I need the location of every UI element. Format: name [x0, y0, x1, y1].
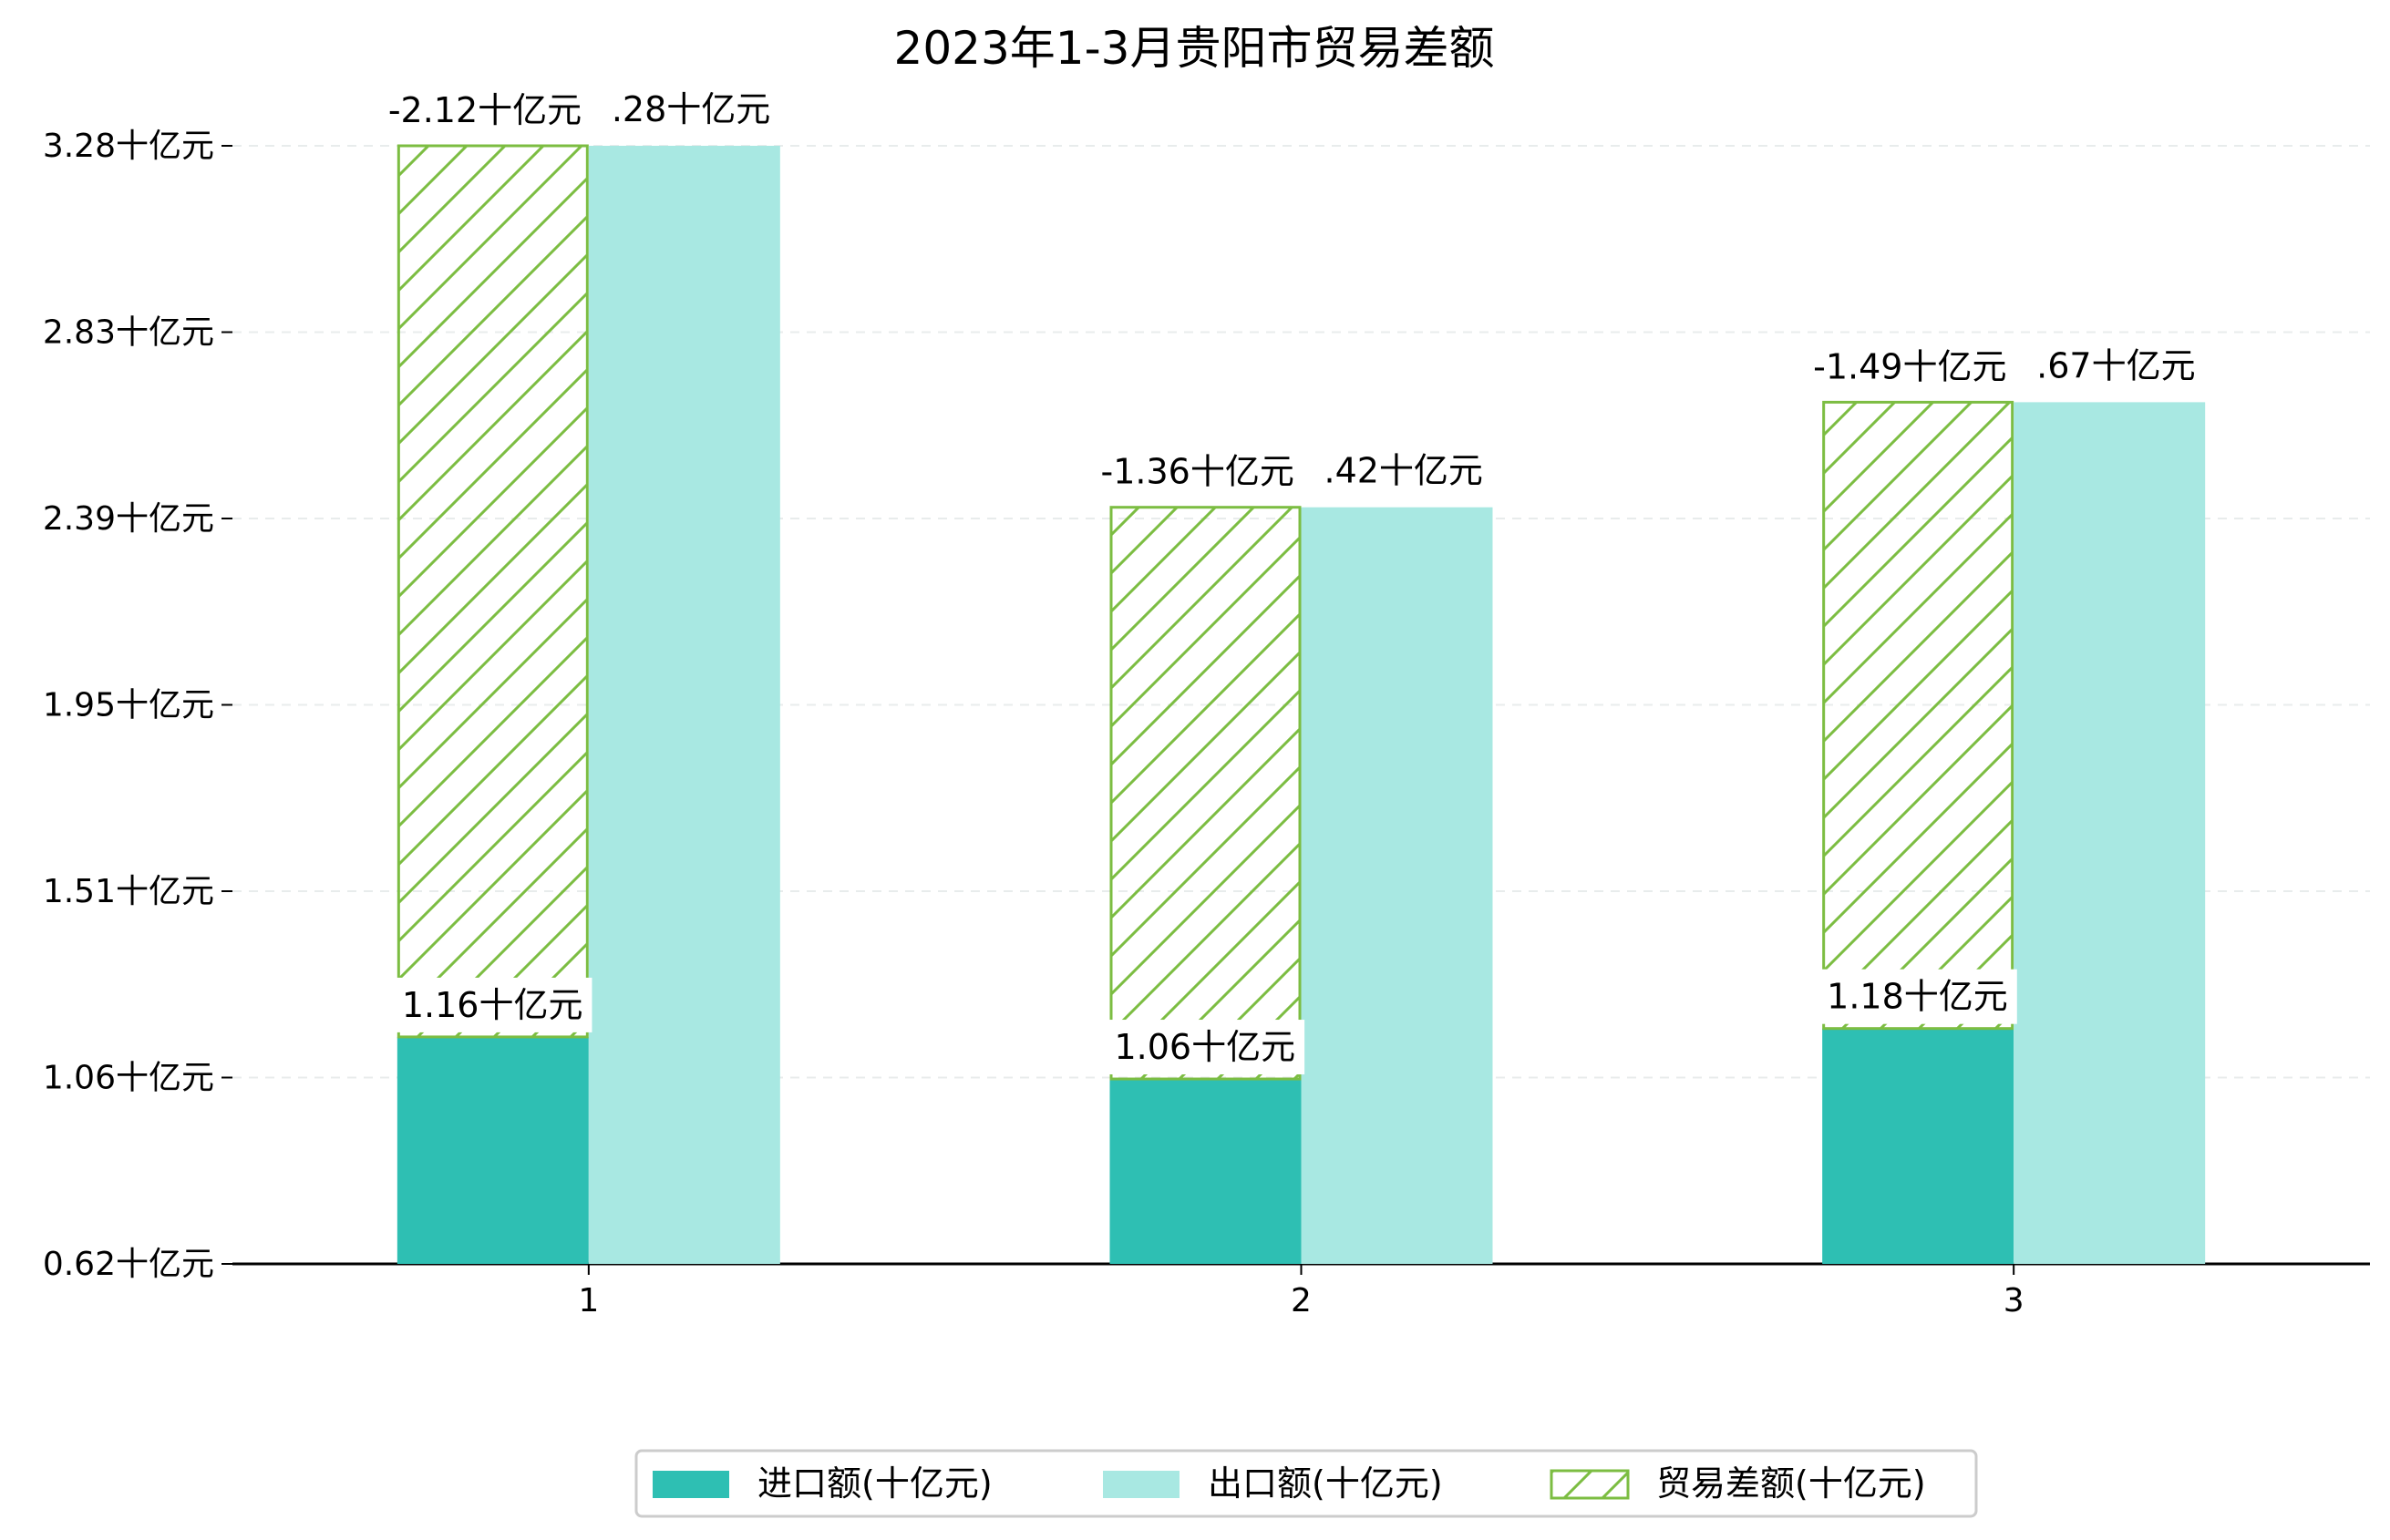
export-value-label: .28十亿元	[612, 89, 770, 129]
import-bar	[397, 1036, 589, 1264]
import-value-label-group: 1.06十亿元	[1105, 1020, 1305, 1075]
export-bar	[1301, 507, 1493, 1264]
trade-balance-bar	[397, 144, 589, 1039]
trade-balance-value-label-group: -2.12十亿元	[378, 83, 592, 138]
chart-title: 2023年1-3月贵阳市贸易差额	[894, 22, 1495, 75]
y-tick-label: 1.51十亿元	[43, 873, 214, 910]
y-tick-label: 2.83十亿元	[43, 314, 214, 352]
trade-balance-value-label-group: -1.36十亿元	[1091, 444, 1303, 499]
y-tick-label: 3.28十亿元	[43, 128, 214, 165]
export-value-label: .67十亿元	[2036, 345, 2195, 385]
import-value-label-background	[392, 977, 592, 1032]
legend: 进口额(十亿元) 出口额(十亿元) 贸易差额(十亿元)	[634, 1449, 1978, 1518]
import-value-label: 1.06十亿元	[1115, 1027, 1296, 1067]
y-tick-label: 0.62十亿元	[43, 1246, 214, 1283]
import-value-label-background	[1818, 969, 2017, 1024]
import-value-label-group: 1.16十亿元	[392, 977, 592, 1032]
export-value-label-group: .28十亿元	[602, 82, 780, 137]
bars	[397, 144, 2206, 1264]
import-bar	[1822, 1028, 2014, 1264]
import-value-label-group: 1.18十亿元	[1818, 969, 2017, 1024]
legend-export-label: 出口额(十亿元)	[1208, 1463, 1443, 1504]
x-tick-label: 3	[2004, 1282, 2024, 1319]
y-tick-label: 2.39十亿元	[43, 500, 214, 538]
export-value-label-background	[602, 82, 780, 137]
trade-balance-value-label: -2.12十亿元	[388, 90, 582, 130]
export-value-label-background	[2027, 338, 2205, 394]
export-value-label-background	[1314, 443, 1492, 498]
x-tick-label: 1	[578, 1282, 599, 1319]
legend-trade-balance-swatch	[1550, 1469, 1630, 1500]
import-value-label-background	[1105, 1020, 1305, 1075]
trade-balance-bar	[1822, 400, 2014, 1031]
trade-balance-value-label-background	[1804, 339, 2016, 395]
export-bar	[2014, 402, 2206, 1264]
legend-import-label: 进口额(十亿元)	[757, 1463, 993, 1504]
trade-balance-value-label-group: -1.49十亿元	[1804, 339, 2016, 395]
trade-balance-value-label-background	[1091, 444, 1303, 499]
import-bar	[1109, 1079, 1302, 1264]
export-value-label-group: .67十亿元	[2027, 338, 2205, 394]
export-bar	[588, 146, 780, 1264]
trade-balance-value-label-background	[378, 83, 592, 138]
legend-box	[634, 1449, 1978, 1518]
trade-balance-value-label: -1.49十亿元	[1813, 346, 2006, 386]
trade-balance-value-label: -1.36十亿元	[1101, 452, 1294, 492]
legend-import-swatch	[653, 1471, 729, 1498]
y-tick-label: 1.95十亿元	[43, 687, 214, 724]
x-tick-label: 2	[1291, 1282, 1312, 1319]
y-tick-label: 1.06十亿元	[43, 1060, 214, 1097]
legend-export-swatch	[1103, 1471, 1180, 1498]
import-value-label: 1.18十亿元	[1827, 977, 2008, 1017]
export-value-label-group: .42十亿元	[1314, 443, 1492, 498]
import-value-label: 1.16十亿元	[402, 985, 583, 1025]
trade-balance-bar	[1109, 506, 1302, 1081]
legend-trade-balance-label: 贸易差额(十亿元)	[1656, 1463, 1926, 1504]
data-labels: 1.16十亿元 -2.12十亿元 .28十亿元 1.06十亿元 -1.36十亿元 .42十…	[378, 82, 2205, 1075]
export-value-label: .42十亿元	[1324, 451, 1483, 491]
